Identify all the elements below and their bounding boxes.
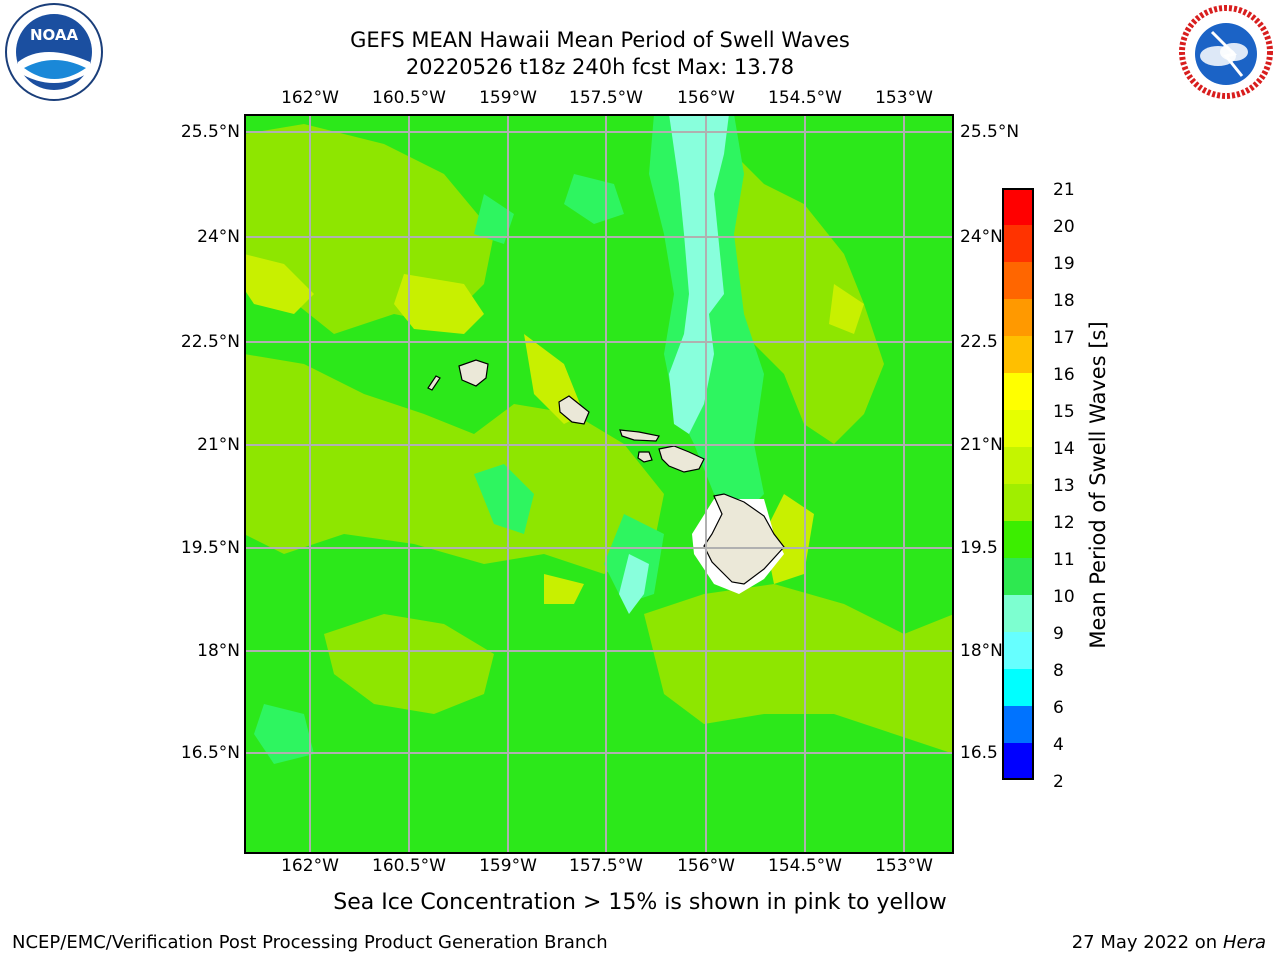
lat-label-left: 19.5°N bbox=[180, 538, 240, 558]
lat-label-right: 25.5°N bbox=[960, 122, 1020, 142]
lat-label-right: 21°N bbox=[960, 435, 1003, 455]
colorbar-segment bbox=[1002, 188, 1034, 226]
noaa-logo: NOAA bbox=[5, 3, 103, 101]
island-oahu bbox=[558, 395, 590, 425]
lat-label-left: 24°N bbox=[197, 227, 240, 247]
colorbar-tick: 8 bbox=[1053, 661, 1064, 681]
footer-producer: NCEP/EMC/Verification Post Processing Pr… bbox=[12, 932, 608, 953]
lon-label-top: 153°W bbox=[875, 88, 933, 108]
lon-label-top: 162°W bbox=[281, 88, 339, 108]
colorbar-segment bbox=[1002, 373, 1034, 411]
colorbar-segment bbox=[1002, 521, 1034, 559]
colorbar-tick: 20 bbox=[1053, 217, 1075, 237]
lon-label-bottom: 162°W bbox=[281, 856, 339, 876]
lat-label-left: 18°N bbox=[197, 641, 240, 661]
colorbar-tick: 4 bbox=[1053, 735, 1064, 755]
colorbar-tick: 12 bbox=[1053, 513, 1075, 533]
map-title-line2: 20220526 t18z 240h fcst Max: 13.78 bbox=[405, 55, 795, 79]
island-hawaii bbox=[703, 493, 785, 585]
colorbar-segment bbox=[1002, 743, 1034, 780]
colorbar-segment bbox=[1002, 262, 1034, 300]
lat-label-left: 16.5°N bbox=[180, 743, 240, 763]
colorbar-segment bbox=[1002, 336, 1034, 374]
map-title-line1: GEFS MEAN Hawaii Mean Period of Swell Wa… bbox=[350, 28, 850, 52]
lon-label-top: 157.5°W bbox=[569, 88, 643, 108]
island-kauai bbox=[458, 359, 489, 387]
colorbar bbox=[1002, 188, 1034, 780]
colorbar-tick: 17 bbox=[1053, 328, 1075, 348]
colorbar-tick: 11 bbox=[1053, 550, 1075, 570]
lat-label-left: 22.5°N bbox=[180, 332, 240, 352]
lat-label-right: 24°N bbox=[960, 227, 1003, 247]
lon-label-top: 160.5°W bbox=[372, 88, 446, 108]
colorbar-border bbox=[1002, 188, 1034, 780]
colorbar-segment bbox=[1002, 299, 1034, 337]
colorbar-tick: 13 bbox=[1053, 476, 1075, 496]
colorbar-tick: 19 bbox=[1053, 254, 1075, 274]
colorbar-segment bbox=[1002, 447, 1034, 485]
colorbar-segment bbox=[1002, 558, 1034, 596]
footer-date-text: 27 May 2022 on bbox=[1071, 932, 1218, 953]
colorbar-segment bbox=[1002, 595, 1034, 633]
colorbar-title: Mean Period of Swell Waves [s] bbox=[1086, 321, 1110, 649]
lat-label-left: 25.5°N bbox=[180, 122, 240, 142]
swell-period-map bbox=[244, 114, 954, 854]
national-weather-service-logo bbox=[1179, 5, 1273, 99]
lat-label-right: 18°N bbox=[960, 641, 1003, 661]
colorbar-tick: 2 bbox=[1053, 772, 1064, 792]
colorbar-segment bbox=[1002, 225, 1034, 263]
noaa-logo-text: NOAA bbox=[30, 26, 79, 44]
lat-label-right: 16.5 bbox=[960, 743, 998, 763]
lat-label-left: 21°N bbox=[197, 435, 240, 455]
colorbar-tick: 21 bbox=[1053, 180, 1075, 200]
colorbar-tick: 14 bbox=[1053, 439, 1075, 459]
lon-label-top: 154.5°W bbox=[768, 88, 842, 108]
colorbar-segment bbox=[1002, 669, 1034, 707]
footer-date: 27 May 2022 on Hera bbox=[1072, 932, 1266, 953]
graticule bbox=[244, 114, 954, 854]
colorbar-tick: 6 bbox=[1053, 698, 1064, 718]
island-molokai bbox=[619, 429, 660, 442]
lat-label-right: 22.5 bbox=[960, 332, 998, 352]
lon-label-bottom: 159°W bbox=[479, 856, 537, 876]
hawaiian-islands bbox=[427, 359, 785, 594]
colorbar-segment bbox=[1002, 484, 1034, 522]
lon-label-bottom: 154.5°W bbox=[768, 856, 842, 876]
lon-label-top: 156°W bbox=[677, 88, 735, 108]
colorbar-tick: 16 bbox=[1053, 365, 1075, 385]
lat-label-right: 19.5 bbox=[960, 538, 998, 558]
colorbar-tick: 15 bbox=[1053, 402, 1075, 422]
map-border bbox=[244, 114, 954, 854]
island-niihau bbox=[427, 375, 441, 391]
colorbar-segment bbox=[1002, 632, 1034, 670]
lon-label-bottom: 157.5°W bbox=[569, 856, 643, 876]
field-9s bbox=[619, 114, 729, 614]
colorbar-tick: 9 bbox=[1053, 624, 1064, 644]
island-lanai bbox=[637, 451, 653, 463]
lon-label-bottom: 160.5°W bbox=[372, 856, 446, 876]
lon-label-bottom: 156°W bbox=[677, 856, 735, 876]
lon-label-bottom: 153°W bbox=[875, 856, 933, 876]
footer-machine: Hera bbox=[1222, 932, 1266, 953]
field-13s bbox=[244, 254, 864, 604]
colorbar-segment bbox=[1002, 410, 1034, 448]
sea-ice-note: Sea Ice Concentration > 15% is shown in … bbox=[333, 890, 947, 915]
colorbar-tick: 18 bbox=[1053, 291, 1075, 311]
lon-label-top: 159°W bbox=[479, 88, 537, 108]
colorbar-tick: 10 bbox=[1053, 587, 1075, 607]
colorbar-segment bbox=[1002, 706, 1034, 744]
island-maui bbox=[658, 445, 705, 473]
